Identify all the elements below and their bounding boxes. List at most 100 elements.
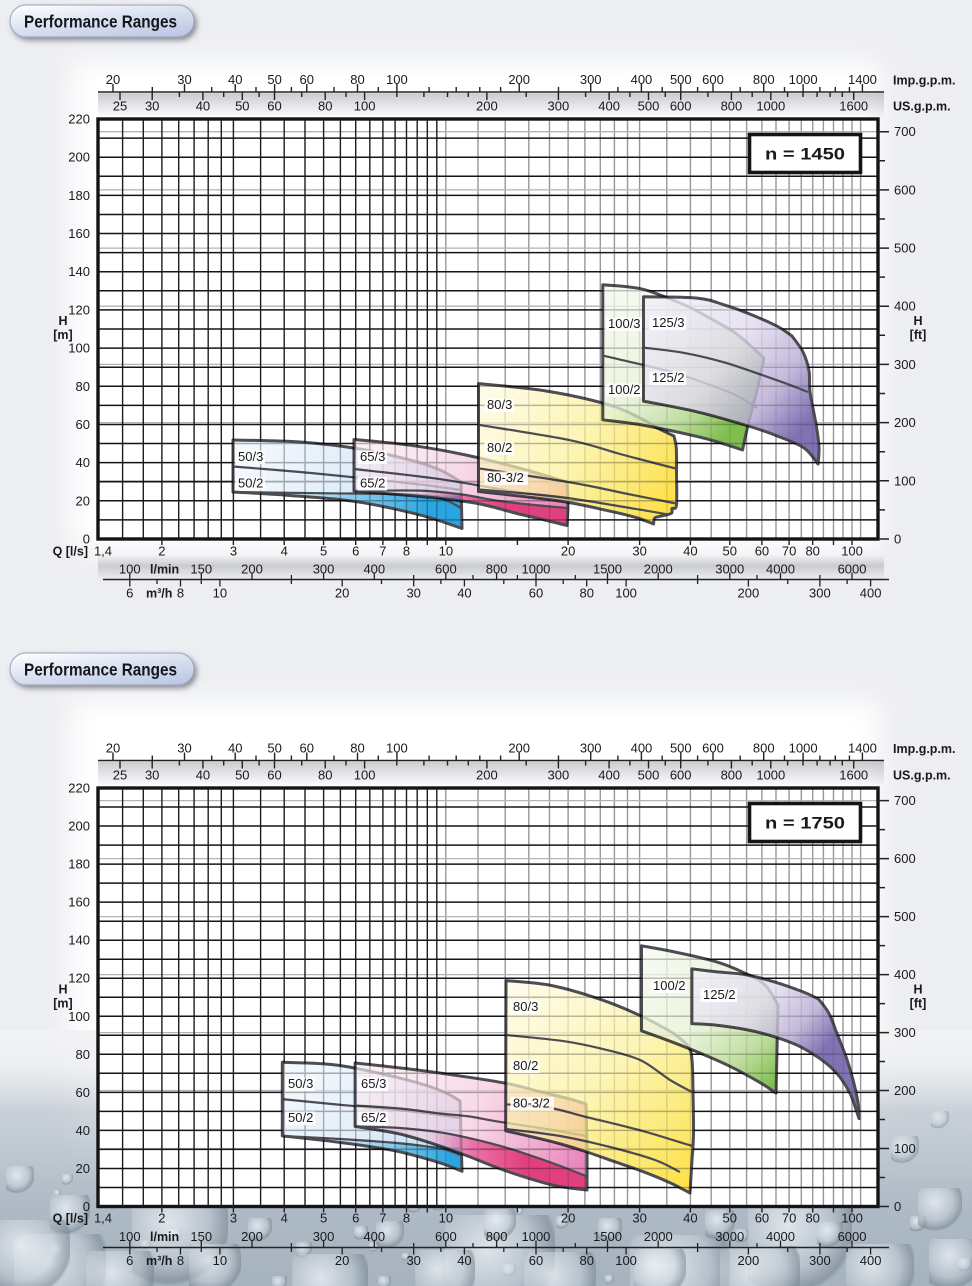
svg-text:1600: 1600: [839, 99, 868, 114]
svg-text:100: 100: [615, 586, 637, 601]
svg-text:100: 100: [615, 1253, 637, 1268]
svg-text:300: 300: [548, 99, 570, 114]
svg-text:600: 600: [435, 562, 457, 577]
svg-text:1,4: 1,4: [94, 1211, 112, 1226]
svg-text:8: 8: [177, 1253, 184, 1268]
svg-text:180: 180: [68, 188, 90, 203]
svg-text:80: 80: [318, 768, 332, 783]
svg-text:100: 100: [894, 473, 916, 488]
svg-text:20: 20: [335, 586, 349, 601]
svg-text:4000: 4000: [766, 1229, 795, 1244]
svg-text:65/2: 65/2: [360, 475, 385, 490]
svg-text:100: 100: [894, 1141, 916, 1156]
svg-text:40: 40: [457, 1253, 471, 1268]
svg-text:4: 4: [281, 544, 288, 559]
svg-text:800: 800: [486, 1229, 508, 1244]
svg-text:50: 50: [267, 72, 281, 87]
svg-text:50: 50: [723, 544, 737, 559]
svg-text:100: 100: [68, 341, 90, 356]
svg-text:125/2: 125/2: [652, 370, 685, 385]
svg-text:65/2: 65/2: [361, 1110, 386, 1125]
svg-text:200: 200: [894, 415, 916, 430]
svg-text:100/3: 100/3: [608, 316, 641, 331]
svg-text:Q [l/s]: Q [l/s]: [53, 545, 88, 559]
svg-text:400: 400: [894, 967, 916, 982]
svg-text:80/2: 80/2: [513, 1058, 538, 1073]
svg-text:3000: 3000: [715, 1229, 744, 1244]
svg-text:100: 100: [119, 562, 141, 577]
svg-text:300: 300: [809, 586, 831, 601]
svg-text:7: 7: [379, 544, 386, 559]
svg-text:l/min: l/min: [150, 563, 179, 577]
svg-text:300: 300: [548, 768, 570, 783]
svg-text:50/2: 50/2: [288, 1110, 313, 1125]
svg-text:60: 60: [267, 99, 281, 114]
svg-text:160: 160: [68, 226, 90, 241]
svg-text:400: 400: [894, 299, 916, 314]
svg-text:600: 600: [894, 182, 916, 197]
svg-text:1400: 1400: [848, 72, 877, 87]
svg-text:50/3: 50/3: [238, 449, 263, 464]
svg-text:4000: 4000: [766, 562, 795, 577]
svg-text:300: 300: [809, 1253, 831, 1268]
svg-text:20: 20: [106, 741, 120, 756]
svg-text:3: 3: [230, 1211, 237, 1226]
svg-text:0: 0: [83, 532, 90, 547]
svg-text:30: 30: [632, 1211, 646, 1226]
svg-text:50: 50: [235, 99, 249, 114]
svg-text:80: 80: [76, 1047, 90, 1062]
svg-text:3: 3: [230, 544, 237, 559]
svg-text:600: 600: [670, 99, 692, 114]
svg-text:7: 7: [379, 1211, 386, 1226]
svg-text:Performance Ranges: Performance Ranges: [24, 660, 177, 680]
svg-text:Q [l/s]: Q [l/s]: [53, 1212, 88, 1226]
svg-text:40: 40: [683, 1211, 697, 1226]
svg-text:1000: 1000: [521, 562, 550, 577]
svg-text:125/2: 125/2: [703, 987, 736, 1002]
svg-text:80: 80: [579, 1253, 593, 1268]
svg-text:80: 80: [350, 72, 364, 87]
svg-text:65/3: 65/3: [361, 1076, 386, 1091]
svg-text:10: 10: [213, 586, 227, 601]
svg-text:200: 200: [476, 99, 498, 114]
svg-text:1000: 1000: [521, 1229, 550, 1244]
svg-text:700: 700: [894, 124, 916, 139]
svg-text:4: 4: [281, 1211, 288, 1226]
svg-text:400: 400: [598, 99, 620, 114]
svg-text:40: 40: [196, 768, 210, 783]
svg-text:6: 6: [352, 544, 359, 559]
svg-text:30: 30: [177, 741, 191, 756]
svg-text:Imp.g.p.m.: Imp.g.p.m.: [893, 742, 956, 756]
svg-text:80/3: 80/3: [513, 999, 538, 1014]
svg-text:800: 800: [753, 741, 775, 756]
svg-text:400: 400: [860, 1253, 882, 1268]
svg-text:80: 80: [76, 379, 90, 394]
svg-text:100: 100: [354, 99, 376, 114]
svg-text:100: 100: [841, 544, 863, 559]
svg-text:20: 20: [335, 1253, 349, 1268]
svg-text:30: 30: [632, 544, 646, 559]
svg-text:60: 60: [76, 1085, 90, 1100]
svg-text:1000: 1000: [756, 99, 785, 114]
svg-text:80: 80: [579, 586, 593, 601]
svg-text:30: 30: [145, 99, 159, 114]
svg-text:200: 200: [737, 586, 759, 601]
svg-text:20: 20: [106, 72, 120, 87]
svg-text:800: 800: [721, 99, 743, 114]
svg-text:25: 25: [113, 99, 127, 114]
svg-text:500: 500: [894, 241, 916, 256]
svg-text:50/3: 50/3: [288, 1076, 313, 1091]
svg-text:500: 500: [670, 72, 692, 87]
svg-text:600: 600: [435, 1229, 457, 1244]
svg-text:1500: 1500: [593, 562, 622, 577]
svg-text:m³/h: m³/h: [146, 587, 172, 601]
svg-text:50: 50: [723, 1211, 737, 1226]
svg-text:6000: 6000: [838, 1229, 867, 1244]
svg-text:m³/h: m³/h: [146, 1254, 172, 1268]
svg-text:100: 100: [68, 1009, 90, 1024]
svg-text:l/min: l/min: [150, 1230, 179, 1244]
svg-text:200: 200: [241, 1229, 263, 1244]
svg-text:400: 400: [631, 72, 653, 87]
svg-text:100: 100: [841, 1211, 863, 1226]
svg-text:600: 600: [702, 741, 724, 756]
